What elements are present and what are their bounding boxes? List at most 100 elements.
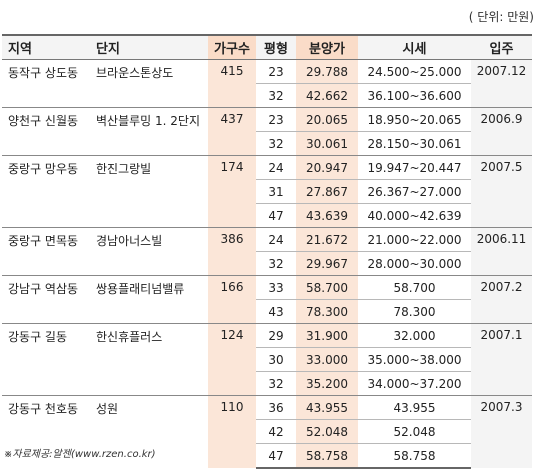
complex-cell: 브라운스톤상도 — [90, 59, 208, 108]
region-cell: 중랑구 면목동 — [2, 227, 90, 276]
header-households: 가구수 — [208, 34, 256, 60]
market-price-cell: 58.758 — [358, 443, 471, 469]
area-cell: 24 — [256, 155, 296, 180]
area-cell: 24 — [256, 227, 296, 252]
market-price-cell: 21.000~22.000 — [358, 227, 471, 252]
area-cell: 47 — [256, 203, 296, 228]
area-cell: 31 — [256, 179, 296, 204]
move-in-cell: 2007.1 — [471, 323, 532, 396]
sale-price-cell: 42.662 — [296, 83, 358, 108]
households-cell: 174 — [208, 155, 256, 228]
area-cell: 47 — [256, 443, 296, 469]
complex-cell: 쌍용플래티넘밸류 — [90, 275, 208, 324]
complex-cell: 한진그랑빌 — [90, 155, 208, 228]
households-cell: 437 — [208, 107, 256, 156]
sale-price-cell: 20.947 — [296, 155, 358, 180]
header-move-in: 입주 — [471, 34, 532, 60]
market-price-cell: 52.048 — [358, 419, 471, 444]
region-cell: 강동구 천호동 — [2, 395, 90, 468]
area-cell: 23 — [256, 59, 296, 84]
market-price-cell: 35.000~38.000 — [358, 347, 471, 372]
table-row: 32 30.061 28.150~30.061 — [2, 131, 532, 156]
table-row: 42 52.048 52.048 — [2, 419, 532, 444]
sale-price-cell: 78.300 — [296, 299, 358, 324]
region-cell: 동작구 상도동 — [2, 59, 90, 108]
move-in-cell: 2006.11 — [471, 227, 532, 276]
market-price-cell: 36.100~36.600 — [358, 83, 471, 108]
header-market-price: 시세 — [358, 34, 471, 60]
header-complex: 단지 — [90, 34, 208, 60]
header-sale-price: 분양가 — [296, 34, 358, 60]
area-cell: 42 — [256, 419, 296, 444]
sale-price-cell: 35.200 — [296, 371, 358, 396]
table-row: 중랑구 면목동 경남아너스빌 386 24 21.672 21.000~22.000 200… — [2, 227, 532, 276]
table-row: 47 58.758 58.758 — [2, 443, 532, 469]
table-row: 32 35.200 34.000~37.200 — [2, 371, 532, 396]
table-row: 강남구 역삼동 쌍용플래티넘밸류 166 33 58.700 58.700 2007.2 — [2, 275, 532, 324]
region-cell: 중랑구 망우동 — [2, 155, 90, 228]
complex-cell: 벽산블루밍 1. 2단지 — [90, 107, 208, 156]
area-cell: 23 — [256, 107, 296, 132]
area-cell: 29 — [256, 323, 296, 348]
table-row: 동작구 상도동 브라운스톤상도 415 23 29.788 24.500~25.000 20… — [2, 59, 532, 108]
header-area: 평형 — [256, 34, 296, 60]
area-cell: 36 — [256, 395, 296, 420]
table-row: 양천구 신월동 벽산블루밍 1. 2단지 437 23 20.065 18.950~20.… — [2, 107, 532, 156]
sale-price-cell: 43.639 — [296, 203, 358, 228]
table-row: 32 29.967 28.000~30.000 — [2, 251, 532, 276]
move-in-cell: 2007.5 — [471, 155, 532, 228]
unit-note: ( 단위: 만원) — [468, 10, 534, 24]
table-body: 동작구 상도동 브라운스톤상도 415 23 29.788 24.500~25.000 20… — [2, 59, 532, 469]
area-cell: 32 — [256, 83, 296, 108]
sale-price-cell: 27.867 — [296, 179, 358, 204]
region-cell: 강동구 길동 — [2, 323, 90, 396]
move-in-cell: 2007.3 — [471, 395, 532, 468]
sale-price-cell: 20.065 — [296, 107, 358, 132]
market-price-cell: 24.500~25.000 — [358, 59, 471, 84]
move-in-cell: 2007.2 — [471, 275, 532, 324]
market-price-cell: 78.300 — [358, 299, 471, 324]
sale-price-cell: 31.900 — [296, 323, 358, 348]
households-cell: 110 — [208, 395, 256, 468]
area-cell: 32 — [256, 131, 296, 156]
sale-price-cell: 29.967 — [296, 251, 358, 276]
apartment-price-table: 지역 단지 가구수 평형 분양가 시세 입주 동작구 상도동 브라운스톤상도 415… — [2, 34, 532, 469]
complex-cell: 성원 — [90, 395, 208, 468]
source-note: ※자료제공:알젠(www.rzen.co.kr) — [4, 449, 156, 460]
complex-cell: 경남아너스빌 — [90, 227, 208, 276]
sale-price-cell: 58.700 — [296, 275, 358, 300]
market-price-cell: 32.000 — [358, 323, 471, 348]
sale-price-cell: 21.672 — [296, 227, 358, 252]
households-cell: 386 — [208, 227, 256, 276]
area-cell: 43 — [256, 299, 296, 324]
complex-cell: 한신휴플러스 — [90, 323, 208, 396]
market-price-cell: 28.150~30.061 — [358, 131, 471, 156]
table-row: 중랑구 망우동 한진그랑빌 174 24 20.947 19.947~20.447 2007… — [2, 155, 532, 228]
sale-price-cell: 29.788 — [296, 59, 358, 84]
market-price-cell: 58.700 — [358, 275, 471, 300]
table-row: 강동구 천호동 성원 110 36 43.955 43.955 2007.3 — [2, 395, 532, 468]
sale-price-cell: 30.061 — [296, 131, 358, 156]
area-cell: 32 — [256, 371, 296, 396]
table-header: 지역 단지 가구수 평형 분양가 시세 입주 — [2, 34, 532, 60]
table-row: 32 42.662 36.100~36.600 — [2, 83, 532, 108]
sale-price-cell: 33.000 — [296, 347, 358, 372]
sale-price-cell: 58.758 — [296, 443, 358, 469]
table-row: 31 27.867 26.367~27.000 — [2, 179, 532, 204]
area-cell: 32 — [256, 251, 296, 276]
table-row: 30 33.000 35.000~38.000 — [2, 347, 532, 372]
table-row: 강동구 길동 한신휴플러스 124 29 31.900 32.000 2007.1 — [2, 323, 532, 396]
move-in-cell: 2006.9 — [471, 107, 532, 156]
market-price-cell: 18.950~20.065 — [358, 107, 471, 132]
market-price-cell: 26.367~27.000 — [358, 179, 471, 204]
region-cell: 강남구 역삼동 — [2, 275, 90, 324]
households-cell: 166 — [208, 275, 256, 324]
market-price-cell: 43.955 — [358, 395, 471, 420]
market-price-cell: 19.947~20.447 — [358, 155, 471, 180]
market-price-cell: 40.000~42.639 — [358, 203, 471, 228]
sale-price-cell: 43.955 — [296, 395, 358, 420]
move-in-cell: 2007.12 — [471, 59, 532, 108]
market-price-cell: 28.000~30.000 — [358, 251, 471, 276]
households-cell: 124 — [208, 323, 256, 396]
region-cell: 양천구 신월동 — [2, 107, 90, 156]
